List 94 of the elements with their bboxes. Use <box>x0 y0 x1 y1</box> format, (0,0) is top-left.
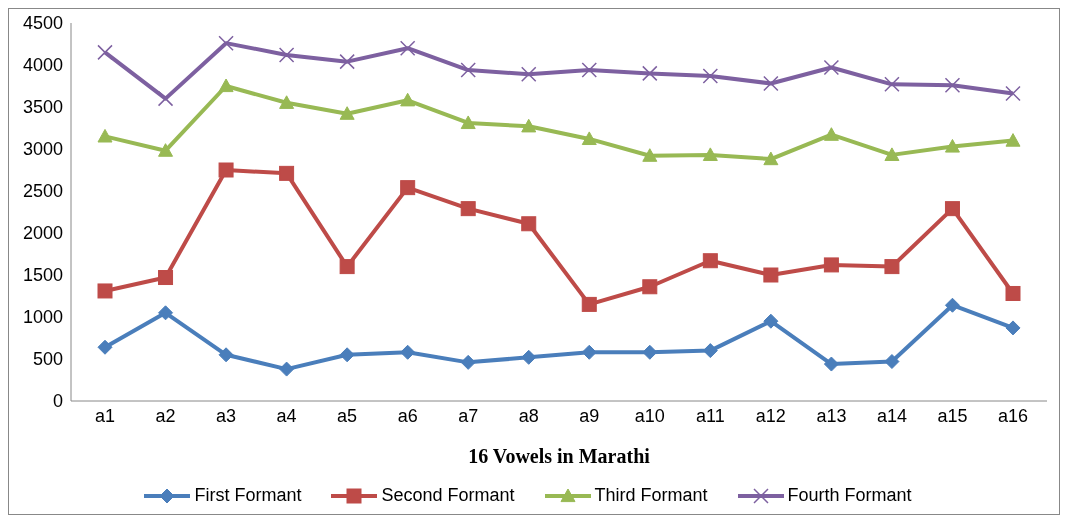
point <box>642 279 658 295</box>
x-tick-label: a16 <box>997 405 1029 426</box>
point <box>460 115 476 130</box>
x-axis-title: 16 Vowels in Marathi <box>468 445 651 467</box>
point <box>642 65 658 82</box>
y-tick-label: 0 <box>52 391 63 412</box>
x-tick-label: a13 <box>816 405 847 426</box>
point <box>763 267 779 283</box>
point <box>581 131 597 146</box>
point <box>339 259 355 275</box>
point <box>279 361 295 377</box>
y-tick-label: 1000 <box>22 307 63 328</box>
y-tick-label: 4500 <box>22 13 63 34</box>
x-tick-label: a8 <box>518 405 539 426</box>
point <box>339 53 355 70</box>
legend-label: Second Formant <box>381 485 515 506</box>
point <box>944 201 960 217</box>
y-tick-label: 4000 <box>22 55 63 76</box>
y-tick-label: 2500 <box>22 181 63 202</box>
x-tick-label: a15 <box>937 405 968 426</box>
x-tick-label: a11 <box>695 405 725 426</box>
x-tick-label: a7 <box>458 405 479 426</box>
point <box>944 138 960 153</box>
point <box>944 77 961 93</box>
point <box>884 147 900 161</box>
point <box>521 349 537 365</box>
point <box>97 283 113 299</box>
point <box>884 354 900 370</box>
x-tick-label: a4 <box>276 405 297 426</box>
point <box>944 297 960 313</box>
point <box>218 35 234 51</box>
point <box>218 347 234 363</box>
x-tick-label: a3 <box>216 405 237 426</box>
point <box>1005 85 1021 102</box>
point <box>702 147 718 161</box>
point <box>158 143 174 157</box>
x-tick-label: a2 <box>155 405 176 426</box>
y-tick-label: 3000 <box>22 139 63 160</box>
point <box>823 127 839 141</box>
point <box>702 343 718 359</box>
point <box>581 62 598 78</box>
x-tick-label: a10 <box>634 405 665 426</box>
y-tick-label: 3500 <box>22 97 63 118</box>
x-tick-label: a9 <box>579 405 600 426</box>
point <box>521 216 537 232</box>
legend-label: Third Formant <box>594 485 708 506</box>
x-tick-label: a5 <box>337 405 358 426</box>
y-tick-label: 500 <box>32 349 63 370</box>
point <box>581 296 597 312</box>
point <box>1005 285 1021 301</box>
point <box>279 95 295 109</box>
point <box>158 270 174 286</box>
point <box>278 47 295 63</box>
point <box>460 354 476 370</box>
x-tick-label: a6 <box>397 405 418 426</box>
point <box>460 62 476 78</box>
x-tick-label: a14 <box>876 405 907 426</box>
y-tick-label: 2000 <box>22 223 63 244</box>
point <box>97 128 113 143</box>
point <box>823 257 839 273</box>
point <box>763 75 779 92</box>
point <box>823 356 839 372</box>
x-tick-label: a1 <box>94 405 116 426</box>
point <box>400 344 416 360</box>
point <box>642 148 658 162</box>
point <box>97 339 113 355</box>
point <box>1005 320 1021 336</box>
point <box>642 344 658 360</box>
point <box>279 165 295 181</box>
point <box>1005 133 1021 147</box>
point <box>218 162 234 178</box>
point <box>218 78 234 93</box>
point <box>400 180 416 196</box>
point <box>460 201 476 217</box>
legend-label: Fourth Formant <box>787 485 912 506</box>
point <box>339 347 355 363</box>
x-tick-label: a12 <box>755 405 786 426</box>
point <box>520 66 537 82</box>
point <box>702 68 719 84</box>
point <box>400 92 416 107</box>
point <box>823 59 840 76</box>
point <box>581 344 597 360</box>
point <box>399 40 416 56</box>
point <box>884 76 900 93</box>
point <box>521 118 537 133</box>
point <box>763 151 779 166</box>
point <box>702 253 718 269</box>
legend-label: First Formant <box>194 485 302 506</box>
y-tick-label: 1500 <box>22 265 63 286</box>
point <box>158 305 174 321</box>
point <box>763 313 779 329</box>
point <box>97 44 113 61</box>
point <box>884 259 900 275</box>
point <box>339 106 355 120</box>
